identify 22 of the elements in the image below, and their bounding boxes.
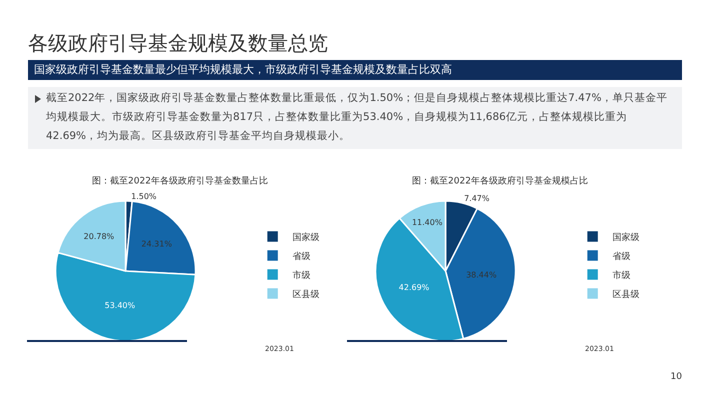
data-label: 11.40% [412,218,443,227]
data-label: 1.50% [131,192,157,202]
chart-title: 图：截至2022年各级政府引导基金数量占比 [92,175,268,186]
legend-label: 省级 [292,251,311,262]
legend-label: 国家级 [612,232,640,244]
text: 各级政府引导基金规模及数量总览 [28,30,328,57]
data-label: 20.78% [84,232,115,241]
data-label: 42.69% [398,283,430,292]
data-label: 38.44% [466,270,497,280]
text: 国家级政府引导基金数量最少但平均规模最大，市级政府引导基金规模及数量占比双高 [28,60,682,80]
legend-label: 区县级 [612,289,640,300]
data-label: 7.47% [464,194,490,204]
legend-label: 区县级 [292,289,320,300]
legend-label: 国家级 [292,232,320,244]
text: 截至2022年，国家级政府引导基金数量占整体数量比重最低，仅为1.50%；但是自身规模占整体规模比重达7.47%，单只基金平均规模最大。市级政府引导基金数量为817只，占整体数量比重为53.40%，自身规模为11,686亿元，占整体规模比重为42.69%，均为最高。区县级政府引导基金平均自身规模最小。 [46,92,668,142]
data-label: 53.40% [104,301,136,310]
legend-label: 市级 [292,270,311,282]
chart-title: 图：截至2022年各级政府引导基金规模占比 [412,175,588,186]
legend-label: 市级 [612,270,631,282]
data-label: 24.31% [141,239,172,248]
text: 10 [670,372,682,382]
legend-label: 省级 [612,251,631,262]
